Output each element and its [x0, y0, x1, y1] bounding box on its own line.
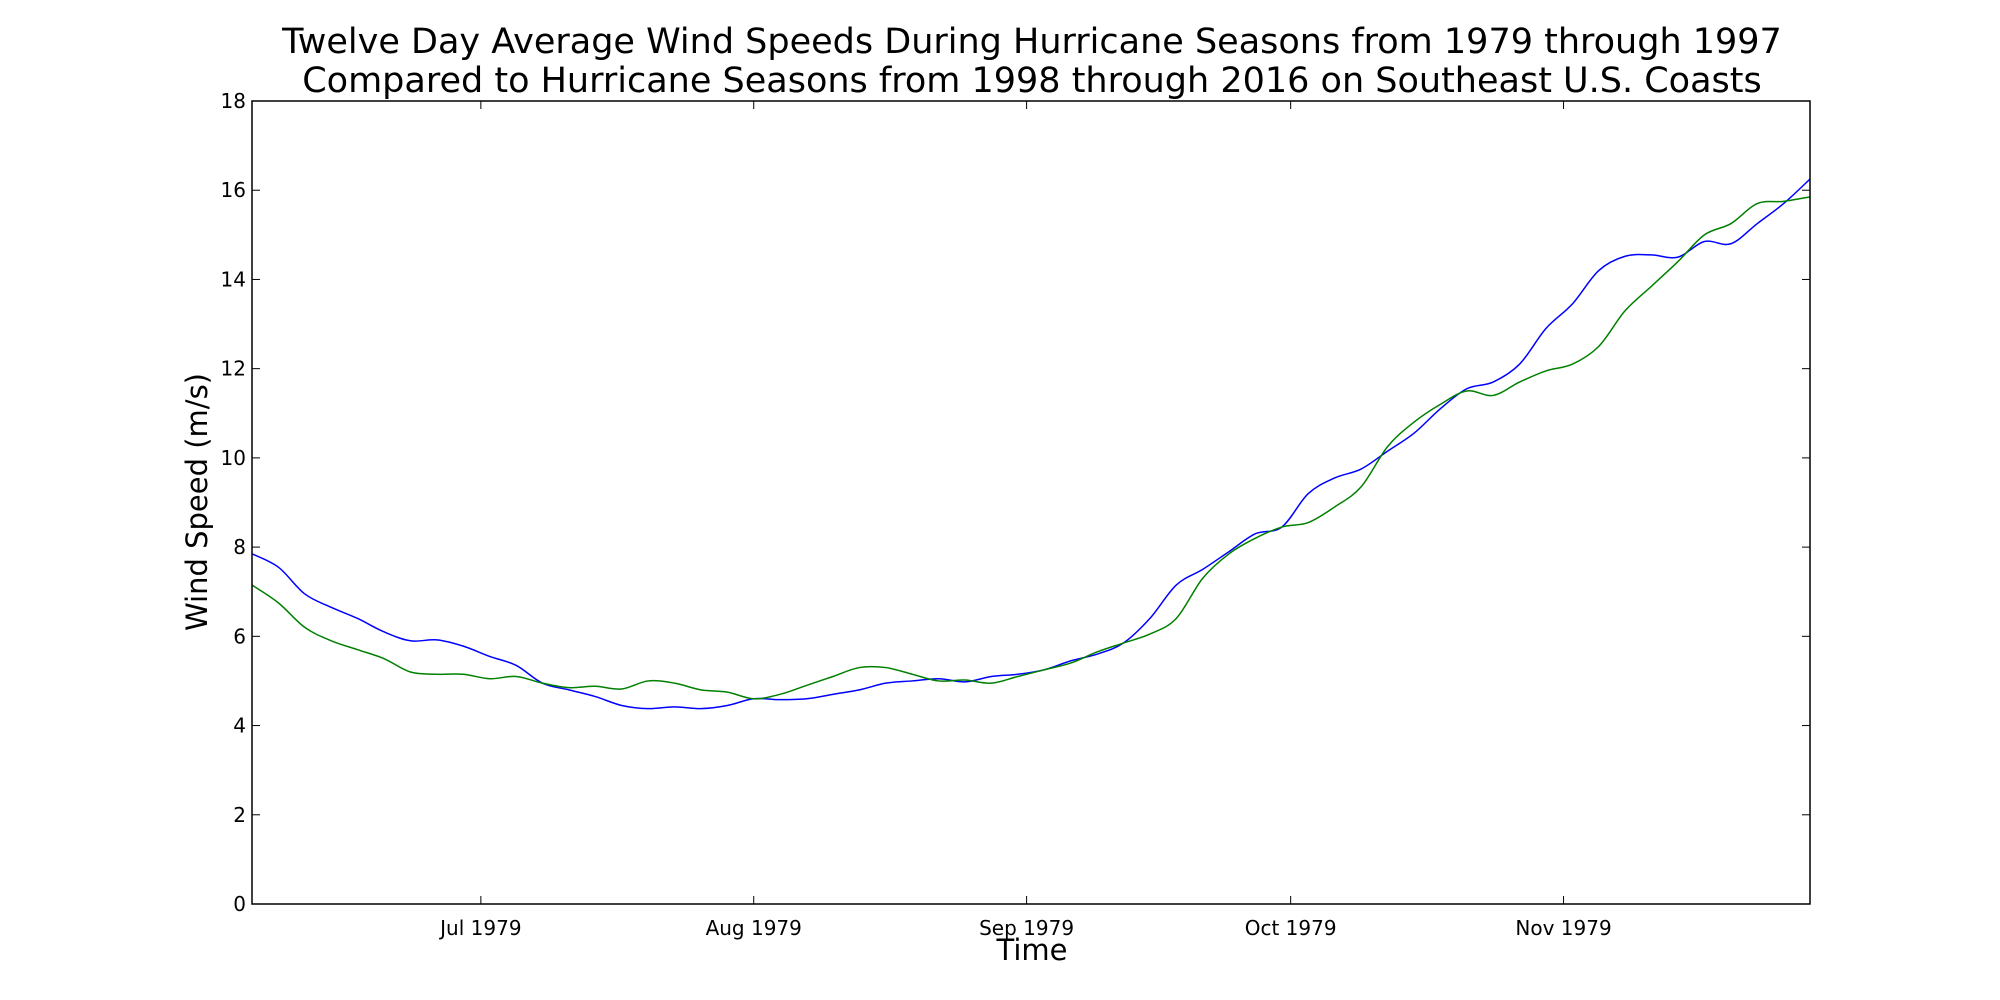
series-layer [251, 178, 1811, 710]
x-tick-label: Sep 1979 [979, 916, 1074, 940]
x-tick-label: Oct 1979 [1245, 916, 1337, 940]
x-tick-label: Aug 1979 [706, 916, 802, 940]
y-tick-label: 16 [221, 178, 246, 202]
chart-subtitle: Compared to Hurricane Seasons from 1998 … [302, 61, 1762, 101]
y-tick-label: 12 [221, 357, 246, 381]
y-tick-label: 8 [233, 535, 246, 559]
chart-title: Twelve Day Average Wind Speeds During Hu… [281, 22, 1782, 62]
y-tick-label: 4 [233, 714, 246, 738]
y-tick-label: 14 [221, 267, 246, 291]
y-axis: 0 2 4 6 8 10 12 14 16 18 [221, 89, 1810, 916]
plot-frame [251, 100, 1811, 905]
y-tick-label: 0 [233, 892, 246, 916]
y-tick-label: 10 [221, 446, 246, 470]
y-tick-label: 18 [221, 89, 246, 113]
y-axis-label: Wind Speed (m/s) [180, 373, 214, 631]
x-tick-label: Jul 1979 [438, 916, 521, 940]
x-axis-label: Time [996, 933, 1068, 967]
x-axis: Jul 1979 Aug 1979 Sep 1979 Oct 1979 Nov 1979 [438, 101, 1612, 940]
y-tick-label: 2 [233, 803, 246, 827]
y-tick-label: 6 [233, 624, 246, 648]
series-line-2 [251, 196, 1811, 700]
x-tick-label: Nov 1979 [1515, 916, 1611, 940]
plot-area: 0 2 4 6 8 10 12 14 16 18 Jul 1979 Aug 1979 Sep 1979… [221, 89, 1811, 940]
